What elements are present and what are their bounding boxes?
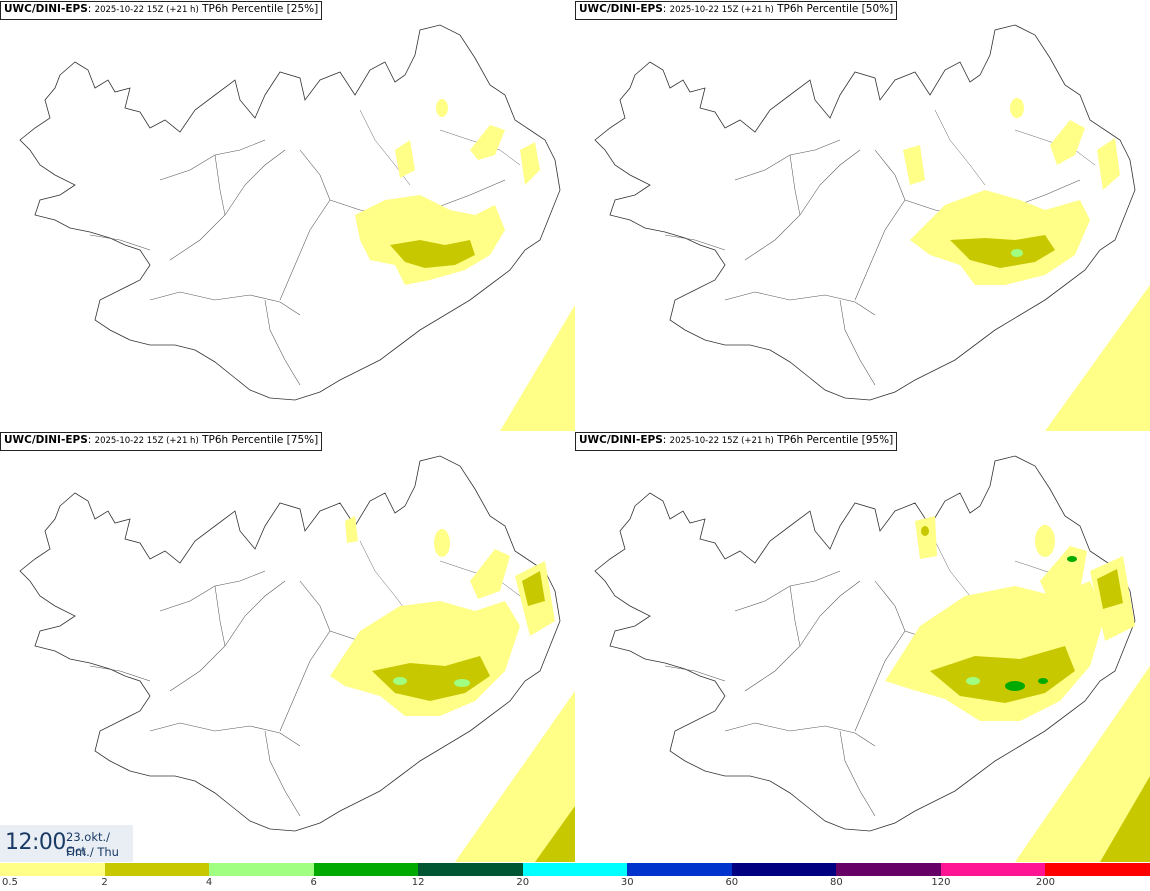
valid-day: Fim./ Thu bbox=[66, 845, 119, 859]
precip-area bbox=[910, 190, 1090, 285]
precip-area bbox=[921, 526, 929, 536]
legend-tick-label: 200 bbox=[1035, 877, 1055, 888]
legend-tick-label: 0.5 bbox=[2, 877, 18, 888]
map-panel-p25: UWC/DINI-EPS: 2025-10-22 15Z (+21 h) TP6… bbox=[0, 0, 575, 431]
precip-area bbox=[455, 691, 575, 862]
legend-tick-label: 20 bbox=[516, 877, 530, 888]
precip-area bbox=[930, 646, 1075, 703]
precip-area bbox=[470, 549, 510, 599]
valid-time-box: 12:00 23.okt./ Oct Fim./ Thu bbox=[0, 825, 133, 862]
legend-swatch bbox=[731, 863, 837, 876]
legend-tick-label: 4 bbox=[205, 877, 213, 888]
panel-title: UWC/DINI-EPS: 2025-10-22 15Z (+21 h) TP6… bbox=[0, 1, 323, 20]
precip-area bbox=[395, 140, 415, 178]
precip-area bbox=[522, 571, 545, 606]
precip-area bbox=[390, 240, 475, 268]
run-time: 2025-10-22 15Z (+21 h) bbox=[669, 436, 774, 446]
precip-area bbox=[1035, 525, 1055, 557]
legend-tick-label: 60 bbox=[725, 877, 739, 888]
precip-area bbox=[1015, 666, 1150, 862]
precip-area bbox=[950, 235, 1055, 268]
precip-area bbox=[1050, 120, 1085, 165]
model-name: UWC/DINI-EPS bbox=[4, 3, 88, 15]
precip-area bbox=[1011, 249, 1023, 257]
precip-area bbox=[1038, 678, 1048, 684]
model-name: UWC/DINI-EPS bbox=[4, 434, 88, 446]
legend-swatch bbox=[418, 863, 523, 876]
run-time: 2025-10-22 15Z (+21 h) bbox=[94, 436, 199, 446]
precipitation-map bbox=[19, 455, 575, 862]
legend-tick-label: 30 bbox=[620, 877, 634, 888]
precip-area bbox=[1045, 285, 1150, 431]
legend-swatch bbox=[313, 863, 419, 876]
precip-area bbox=[903, 145, 925, 185]
panel-title: UWC/DINI-EPS: 2025-10-22 15Z (+21 h) TP6… bbox=[575, 432, 898, 451]
run-time: 2025-10-22 15Z (+21 h) bbox=[669, 5, 774, 15]
field-name: TP6h Percentile [95%] bbox=[777, 434, 894, 446]
valid-time: 12:00 bbox=[5, 830, 66, 855]
precipitation-map bbox=[594, 455, 1150, 862]
model-name: UWC/DINI-EPS bbox=[579, 3, 663, 15]
precip-area bbox=[966, 677, 980, 685]
precipitation-map bbox=[19, 24, 575, 431]
precip-area bbox=[1067, 556, 1077, 562]
legend-ticks: 0.5 2 4 6 12 20 30 60 80 120 200 bbox=[0, 876, 1150, 891]
legend-swatch bbox=[209, 863, 314, 876]
precip-area bbox=[1097, 569, 1123, 609]
precip-area bbox=[1100, 776, 1150, 862]
run-time: 2025-10-22 15Z (+21 h) bbox=[94, 5, 199, 15]
legend-tick-label: 6 bbox=[310, 877, 317, 888]
precip-area bbox=[535, 806, 575, 862]
field-name: TP6h Percentile [75%] bbox=[202, 434, 319, 446]
precip-area bbox=[345, 516, 358, 543]
precip-area bbox=[355, 195, 505, 285]
map-panel-p50: UWC/DINI-EPS: 2025-10-22 15Z (+21 h) TP6… bbox=[575, 0, 1150, 431]
color-legend bbox=[0, 863, 1150, 876]
legend-tick-label: 2 bbox=[101, 877, 108, 888]
field-name: TP6h Percentile [50%] bbox=[777, 3, 894, 15]
map-panel-p95: UWC/DINI-EPS: 2025-10-22 15Z (+21 h) TP6… bbox=[575, 431, 1150, 862]
precip-area bbox=[470, 125, 505, 160]
precip-area bbox=[372, 656, 490, 701]
legend-swatch bbox=[627, 863, 732, 876]
precip-area bbox=[520, 142, 540, 185]
model-name: UWC/DINI-EPS bbox=[579, 434, 663, 446]
precip-area bbox=[915, 516, 937, 559]
precip-area bbox=[1010, 98, 1024, 118]
precip-area bbox=[1005, 681, 1025, 691]
legend-swatch bbox=[522, 863, 628, 876]
field-name: TP6h Percentile [25%] bbox=[202, 3, 319, 15]
precip-area bbox=[393, 677, 407, 685]
legend-swatch bbox=[0, 863, 105, 876]
precip-area bbox=[1097, 138, 1120, 190]
precipitation-map bbox=[594, 24, 1150, 431]
panel-title: UWC/DINI-EPS: 2025-10-22 15Z (+21 h) TP6… bbox=[575, 1, 898, 20]
panel-title: UWC/DINI-EPS: 2025-10-22 15Z (+21 h) TP6… bbox=[0, 432, 323, 451]
legend-swatch bbox=[104, 863, 210, 876]
precip-area bbox=[434, 529, 450, 557]
valid-date: 23.okt./ Oct bbox=[66, 830, 111, 858]
precip-area bbox=[500, 305, 575, 431]
legend-swatch bbox=[1045, 863, 1150, 876]
legend-swatch bbox=[940, 863, 1046, 876]
precip-area bbox=[436, 99, 448, 117]
precip-area bbox=[454, 679, 470, 687]
legend-tick-label: 120 bbox=[931, 877, 951, 888]
legend-tick-label: 80 bbox=[829, 877, 843, 888]
map-panel-p75: UWC/DINI-EPS: 2025-10-22 15Z (+21 h) TP6… bbox=[0, 431, 575, 862]
legend-swatch bbox=[836, 863, 941, 876]
legend-tick-label: 12 bbox=[411, 877, 425, 888]
